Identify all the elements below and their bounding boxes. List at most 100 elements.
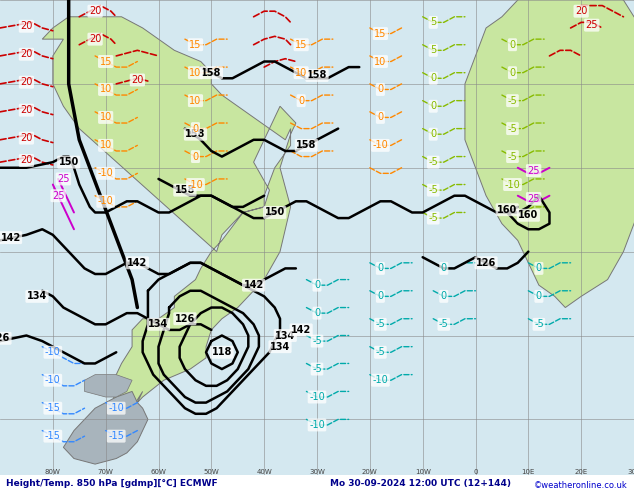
Text: 0: 0 — [441, 264, 447, 273]
Text: 15: 15 — [374, 28, 387, 39]
Text: 160: 160 — [497, 205, 517, 215]
Text: -15: -15 — [45, 403, 61, 413]
Text: -10: -10 — [188, 179, 204, 190]
Text: 142: 142 — [127, 258, 148, 268]
Text: 142: 142 — [1, 233, 21, 243]
Text: 20W: 20W — [362, 469, 378, 475]
Text: -10: -10 — [108, 403, 124, 413]
Text: -5: -5 — [429, 157, 438, 167]
Text: -10: -10 — [505, 179, 521, 190]
Text: -10: -10 — [98, 169, 113, 178]
Polygon shape — [84, 375, 132, 397]
Text: 0: 0 — [193, 151, 198, 162]
Text: 10: 10 — [190, 96, 202, 106]
Text: 0: 0 — [377, 264, 384, 273]
Text: 0: 0 — [510, 40, 515, 49]
Text: -15: -15 — [108, 431, 124, 441]
Text: 0: 0 — [193, 123, 198, 134]
Text: 0: 0 — [377, 84, 384, 95]
Text: 20: 20 — [575, 6, 587, 16]
Text: -10: -10 — [309, 420, 325, 430]
Text: 5: 5 — [430, 46, 436, 55]
Text: 20: 20 — [20, 133, 32, 143]
Text: 0: 0 — [510, 68, 515, 78]
Text: 15: 15 — [100, 56, 112, 67]
Text: 25: 25 — [52, 191, 65, 201]
Text: 15: 15 — [190, 40, 202, 49]
Text: 0: 0 — [314, 280, 320, 290]
Text: 10: 10 — [295, 68, 307, 78]
Text: 158: 158 — [185, 129, 205, 139]
Text: 50W: 50W — [204, 469, 219, 475]
Text: 150: 150 — [58, 157, 79, 167]
Text: 20: 20 — [20, 105, 32, 115]
Text: 126: 126 — [175, 314, 195, 324]
Text: 25: 25 — [57, 174, 70, 184]
Text: 30E: 30E — [627, 469, 634, 475]
Text: 10: 10 — [190, 68, 202, 78]
Text: -10: -10 — [373, 375, 388, 385]
Text: 0: 0 — [314, 308, 320, 318]
Text: -10: -10 — [309, 392, 325, 402]
Text: -5: -5 — [312, 364, 322, 374]
Text: 160: 160 — [518, 210, 538, 221]
Text: 118: 118 — [212, 347, 232, 357]
Text: 15: 15 — [295, 40, 307, 49]
Text: 70W: 70W — [98, 469, 113, 475]
Text: 10E: 10E — [522, 469, 535, 475]
Text: 0: 0 — [430, 74, 436, 83]
Text: -10: -10 — [45, 375, 61, 385]
Text: 0: 0 — [377, 292, 384, 301]
Text: 142: 142 — [291, 325, 311, 335]
Text: -10: -10 — [98, 196, 113, 206]
Text: 40W: 40W — [256, 469, 272, 475]
Text: 134: 134 — [148, 319, 169, 329]
Text: 10: 10 — [374, 56, 387, 67]
Text: 158: 158 — [296, 141, 316, 150]
Text: 142: 142 — [243, 280, 264, 290]
Text: 20: 20 — [131, 75, 143, 85]
Text: 20: 20 — [20, 21, 32, 31]
Text: 0: 0 — [441, 292, 447, 301]
Text: -5: -5 — [312, 336, 322, 346]
Text: 30W: 30W — [309, 469, 325, 475]
Text: -5: -5 — [508, 123, 517, 134]
Polygon shape — [465, 0, 634, 308]
Text: 20: 20 — [89, 6, 101, 16]
Text: 0: 0 — [430, 101, 436, 111]
Text: 20: 20 — [20, 77, 32, 87]
Text: Height/Temp. 850 hPa [gdmp][°C] ECMWF: Height/Temp. 850 hPa [gdmp][°C] ECMWF — [6, 479, 218, 488]
Text: 25: 25 — [527, 166, 540, 175]
Text: -5: -5 — [534, 319, 544, 329]
Text: 158: 158 — [201, 68, 221, 78]
Text: 134: 134 — [275, 331, 295, 341]
Text: 20: 20 — [20, 49, 32, 59]
Text: -10: -10 — [45, 347, 61, 357]
Text: 126: 126 — [0, 333, 10, 343]
Text: 0: 0 — [536, 264, 542, 273]
Text: 10: 10 — [100, 141, 112, 150]
Text: 20: 20 — [20, 155, 32, 166]
Text: 25: 25 — [527, 194, 540, 203]
Text: -5: -5 — [439, 319, 449, 329]
Text: -5: -5 — [375, 347, 385, 357]
Text: 0: 0 — [298, 96, 304, 106]
Text: 60W: 60W — [150, 469, 167, 475]
Text: 25: 25 — [585, 20, 598, 30]
Text: 20: 20 — [89, 34, 101, 44]
Text: -15: -15 — [45, 431, 61, 441]
Text: 158: 158 — [175, 185, 195, 195]
Text: 0: 0 — [377, 112, 384, 122]
Text: -5: -5 — [429, 185, 438, 195]
Text: -5: -5 — [375, 319, 385, 329]
Text: -5: -5 — [508, 96, 517, 106]
Text: ©weatheronline.co.uk: ©weatheronline.co.uk — [534, 481, 628, 490]
Text: 126: 126 — [476, 258, 496, 268]
Text: 0: 0 — [536, 292, 542, 301]
Text: 10: 10 — [100, 112, 112, 122]
Polygon shape — [42, 17, 296, 408]
Text: 0: 0 — [473, 469, 478, 475]
Text: -10: -10 — [373, 141, 388, 150]
Text: 134: 134 — [270, 342, 290, 352]
Text: 80W: 80W — [45, 469, 61, 475]
